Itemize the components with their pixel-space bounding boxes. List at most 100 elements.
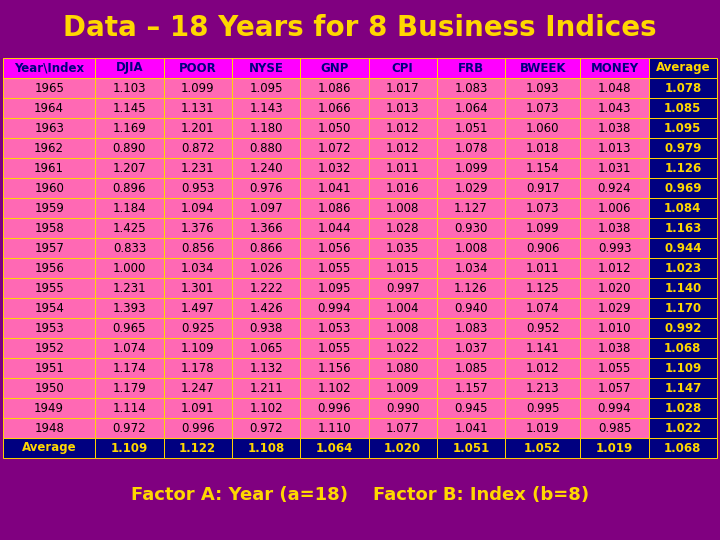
Bar bbox=[300, 238, 369, 258]
Text: 1.028: 1.028 bbox=[665, 402, 701, 415]
Text: 1.122: 1.122 bbox=[179, 442, 216, 455]
Bar bbox=[232, 218, 300, 238]
Bar bbox=[232, 318, 300, 338]
Text: GNP: GNP bbox=[320, 62, 348, 75]
Bar bbox=[163, 418, 232, 438]
Bar bbox=[437, 298, 505, 318]
Text: 1955: 1955 bbox=[35, 281, 64, 294]
Bar bbox=[649, 158, 717, 178]
Bar bbox=[505, 138, 580, 158]
Bar bbox=[3, 238, 95, 258]
Text: 1.012: 1.012 bbox=[386, 122, 420, 134]
Text: 1.015: 1.015 bbox=[386, 261, 420, 274]
Bar bbox=[437, 118, 505, 138]
Bar bbox=[300, 118, 369, 138]
Text: 1.086: 1.086 bbox=[318, 82, 351, 94]
Bar bbox=[232, 258, 300, 278]
Text: 1.064: 1.064 bbox=[454, 102, 488, 114]
Bar bbox=[95, 198, 163, 218]
Bar bbox=[300, 78, 369, 98]
Text: 1.013: 1.013 bbox=[598, 141, 631, 154]
Text: 1.095: 1.095 bbox=[249, 82, 283, 94]
Bar bbox=[3, 398, 95, 418]
Bar bbox=[232, 98, 300, 118]
Text: 1.097: 1.097 bbox=[249, 201, 283, 214]
Text: 1.066: 1.066 bbox=[318, 102, 351, 114]
Bar bbox=[95, 438, 163, 458]
Text: 1.052: 1.052 bbox=[524, 442, 562, 455]
Text: 1.163: 1.163 bbox=[665, 221, 701, 234]
Bar bbox=[163, 118, 232, 138]
Text: 1.145: 1.145 bbox=[112, 102, 146, 114]
Text: 1.073: 1.073 bbox=[526, 102, 559, 114]
Bar bbox=[437, 78, 505, 98]
Bar bbox=[300, 178, 369, 198]
Bar bbox=[3, 418, 95, 438]
Text: 1.038: 1.038 bbox=[598, 341, 631, 354]
Bar bbox=[232, 338, 300, 358]
Text: 1.038: 1.038 bbox=[598, 221, 631, 234]
Text: 1.094: 1.094 bbox=[181, 201, 215, 214]
Bar bbox=[505, 238, 580, 258]
Text: 1.072: 1.072 bbox=[318, 141, 351, 154]
Text: Year\Index: Year\Index bbox=[14, 62, 84, 75]
Bar bbox=[505, 58, 580, 78]
Text: 1956: 1956 bbox=[34, 261, 64, 274]
Bar bbox=[232, 198, 300, 218]
Text: 1949: 1949 bbox=[34, 402, 64, 415]
Bar bbox=[369, 218, 437, 238]
Bar bbox=[505, 98, 580, 118]
Text: 1.143: 1.143 bbox=[249, 102, 283, 114]
Bar bbox=[580, 278, 649, 298]
Text: 1.013: 1.013 bbox=[386, 102, 420, 114]
Bar bbox=[505, 278, 580, 298]
Text: 1.022: 1.022 bbox=[386, 341, 420, 354]
Text: CPI: CPI bbox=[392, 62, 413, 75]
Bar bbox=[649, 58, 717, 78]
Text: Factor A: Year (a=18)    Factor B: Index (b=8): Factor A: Year (a=18) Factor B: Index (b… bbox=[131, 486, 589, 504]
Text: 1.004: 1.004 bbox=[386, 301, 420, 314]
Bar bbox=[232, 118, 300, 138]
Bar bbox=[437, 338, 505, 358]
Text: 1.064: 1.064 bbox=[315, 442, 353, 455]
Text: 1.170: 1.170 bbox=[665, 301, 701, 314]
Bar bbox=[505, 378, 580, 398]
Bar bbox=[300, 198, 369, 218]
Text: 1.078: 1.078 bbox=[665, 82, 701, 94]
Text: 1957: 1957 bbox=[34, 241, 64, 254]
Text: 1954: 1954 bbox=[34, 301, 64, 314]
Text: 1959: 1959 bbox=[34, 201, 64, 214]
Text: 0.993: 0.993 bbox=[598, 241, 631, 254]
Text: 1.131: 1.131 bbox=[181, 102, 215, 114]
Text: 0.930: 0.930 bbox=[454, 221, 487, 234]
Text: 0.896: 0.896 bbox=[112, 181, 146, 194]
Text: 1.099: 1.099 bbox=[181, 82, 215, 94]
Bar bbox=[3, 318, 95, 338]
Bar bbox=[437, 258, 505, 278]
Bar bbox=[649, 198, 717, 218]
Bar bbox=[232, 378, 300, 398]
Text: 1962: 1962 bbox=[34, 141, 64, 154]
Text: 1.009: 1.009 bbox=[386, 381, 420, 395]
Text: 1953: 1953 bbox=[35, 321, 64, 334]
Bar bbox=[95, 178, 163, 198]
Text: 1.073: 1.073 bbox=[526, 201, 559, 214]
Text: 1.053: 1.053 bbox=[318, 321, 351, 334]
Text: 1.083: 1.083 bbox=[454, 321, 487, 334]
Text: 1.016: 1.016 bbox=[386, 181, 420, 194]
Text: 1.393: 1.393 bbox=[112, 301, 146, 314]
Text: 1.008: 1.008 bbox=[386, 201, 419, 214]
Text: 0.979: 0.979 bbox=[664, 141, 701, 154]
Bar bbox=[3, 438, 95, 458]
Text: 1958: 1958 bbox=[35, 221, 64, 234]
Bar bbox=[649, 238, 717, 258]
Bar bbox=[505, 398, 580, 418]
Bar bbox=[232, 238, 300, 258]
Bar bbox=[580, 58, 649, 78]
Text: 1.102: 1.102 bbox=[249, 402, 283, 415]
Bar bbox=[369, 118, 437, 138]
Bar bbox=[163, 178, 232, 198]
Bar bbox=[163, 98, 232, 118]
Text: 1.108: 1.108 bbox=[248, 442, 284, 455]
Bar bbox=[649, 278, 717, 298]
